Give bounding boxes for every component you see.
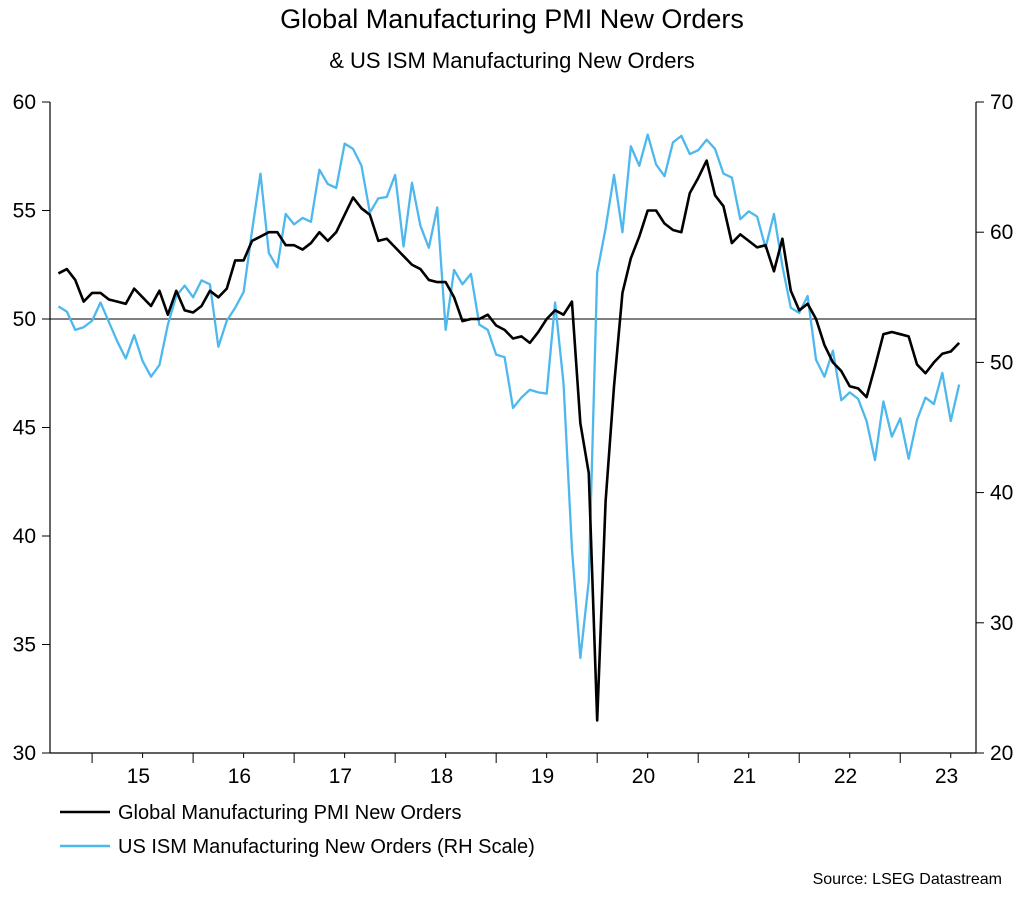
chart-title: Global Manufacturing PMI New Orders xyxy=(280,4,744,34)
y-right-tick-label: 70 xyxy=(990,91,1013,114)
legend-label: Global Manufacturing PMI New Orders xyxy=(118,802,461,824)
y-right-tick-label: 20 xyxy=(990,742,1013,765)
y-left-tick-label: 40 xyxy=(13,525,36,548)
x-tick-label: 15 xyxy=(127,765,150,788)
y-left-tick-label: 55 xyxy=(13,200,36,223)
x-tick-label: 17 xyxy=(329,765,352,788)
x-tick-label: 23 xyxy=(935,765,958,788)
x-tick-label: 22 xyxy=(834,765,857,788)
y-right-tick-label: 50 xyxy=(990,351,1013,374)
y-right-tick-label: 30 xyxy=(990,612,1013,635)
chart-subtitle: & US ISM Manufacturing New Orders xyxy=(329,48,695,73)
x-tick-label: 18 xyxy=(430,765,453,788)
series-global-pmi-line xyxy=(57,159,961,722)
y-left-tick-label: 60 xyxy=(13,91,36,114)
x-tick-label: 21 xyxy=(733,765,756,788)
y-left-tick-label: 35 xyxy=(13,634,36,657)
y-right-tick-label: 60 xyxy=(990,221,1013,244)
y-left-tick-label: 45 xyxy=(13,417,36,440)
legend-label: US ISM Manufacturing New Orders (RH Scal… xyxy=(118,836,535,858)
y-left-tick-label: 30 xyxy=(13,742,36,765)
y-right-tick-label: 40 xyxy=(990,482,1013,505)
source-note: Source: LSEG Datastream xyxy=(813,871,1002,888)
x-tick-label: 20 xyxy=(632,765,655,788)
x-tick-label: 16 xyxy=(228,765,251,788)
x-tick-label: 19 xyxy=(531,765,554,788)
series-us-ism-line xyxy=(57,133,961,660)
y-left-tick-label: 50 xyxy=(13,308,36,331)
